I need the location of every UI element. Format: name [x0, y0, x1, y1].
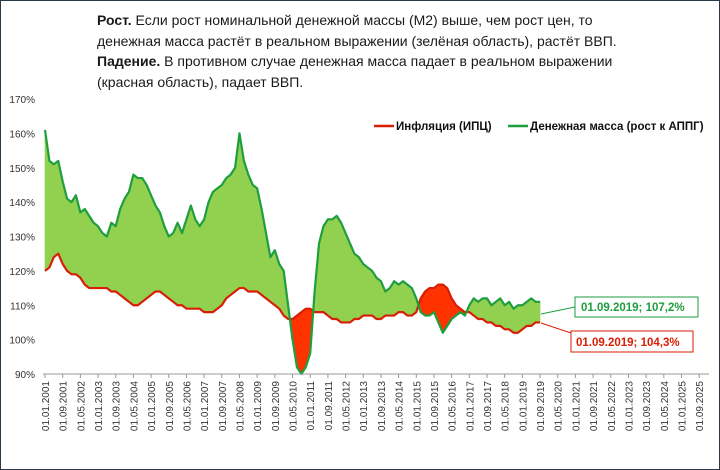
- x-tick-label: 01.01.2001: [41, 381, 52, 431]
- x-tick-label: 01.01.2025: [677, 381, 688, 431]
- x-tick-label: 01.09.2003: [112, 381, 123, 431]
- x-tick-label: 01.09.2019: [536, 381, 547, 431]
- plot-areas: [44, 129, 541, 376]
- x-tick-label: 01.05.2014: [395, 381, 406, 431]
- x-tick-label: 01.01.2021: [571, 381, 582, 431]
- x-tick-label: 01.05.2020: [554, 381, 565, 431]
- x-tick-label: 01.05.2010: [289, 381, 300, 431]
- plot-lines: [43, 129, 541, 376]
- x-tick-label: 01.01.2007: [200, 381, 211, 431]
- x-axis: 01.01.2001 01.09.2001 01.05.2002 01.01.2003…: [41, 373, 709, 431]
- growth-title: Рост.: [97, 12, 132, 28]
- inflation-line: [44, 252, 541, 334]
- x-tick-label: 01.05.2012: [342, 381, 353, 431]
- annotation-inflation-label: 01.09.2019; 104,3%: [576, 337, 680, 349]
- y-tick-label: 130%: [9, 233, 35, 244]
- x-tick-label: 01.01.2015: [412, 381, 423, 431]
- y-tick-label: 160%: [9, 129, 35, 140]
- y-tick-label: 100%: [9, 336, 35, 347]
- x-tick-label: 01.01.2005: [147, 381, 158, 431]
- x-tick-label: 01.05.2008: [235, 381, 246, 431]
- x-tick-label: 01.09.2025: [695, 381, 706, 431]
- x-tick-label: 01.01.2013: [359, 381, 370, 431]
- x-tick-label: 01.09.2015: [430, 381, 441, 431]
- chart-description: Рост. Если рост номинальной денежной мас…: [97, 10, 657, 92]
- x-tick-label: 01.01.2009: [253, 381, 264, 431]
- x-tick-label: 01.05.2002: [76, 381, 87, 431]
- legend-inflation-label: Инфляция (ИПЦ): [396, 121, 492, 133]
- money-supply-line: [43, 129, 541, 376]
- x-tick-label: 01.05.2016: [448, 381, 459, 431]
- y-tick-label: 120%: [9, 267, 35, 278]
- y-tick-label: 110%: [10, 301, 35, 312]
- annotation-money-label: 01.09.2019; 107,2%: [581, 302, 685, 314]
- x-tick-label: 01.09.2023: [642, 381, 653, 431]
- annotation-money: 01.09.2019; 107,2%: [540, 296, 699, 318]
- x-tick-label: 01.09.2007: [218, 381, 229, 431]
- y-tick-label: 90%: [15, 370, 35, 381]
- fall-text: В противном случае денежная масса падает…: [97, 53, 613, 90]
- x-tick-label: 01.01.2019: [518, 381, 529, 431]
- x-tick-label: 01.01.2011: [306, 381, 317, 431]
- x-tick-label: 01.09.2013: [377, 381, 388, 431]
- x-tick-label: 01.01.2003: [94, 381, 105, 431]
- x-tick-label: 01.09.2017: [483, 381, 494, 431]
- growth-text: Если рост номинальной денежной массы (М2…: [97, 12, 617, 49]
- x-tick-label: 01.09.2005: [165, 381, 176, 431]
- x-tick-label: 01.09.2011: [324, 381, 335, 431]
- y-tick-label: 170%: [9, 95, 35, 106]
- y-tick-label: 140%: [9, 198, 35, 209]
- x-tick-label: 01.01.2017: [465, 381, 476, 431]
- x-tick-label: 01.09.2001: [59, 381, 70, 431]
- y-tick-label: 150%: [9, 164, 35, 175]
- annotation-inflation: 01.09.2019; 104,3%: [540, 322, 694, 353]
- fall-title: Падение.: [97, 53, 161, 69]
- x-tick-label: 01.09.2021: [589, 381, 600, 431]
- x-tick-label: 01.05.2006: [182, 381, 193, 431]
- x-tick-label: 01.05.2018: [501, 381, 512, 431]
- x-tick-label: 01.05.2024: [660, 381, 671, 431]
- x-tick-label: 01.05.2004: [129, 381, 140, 431]
- legend-money-label: Денежная масса (рост к АППГ): [530, 121, 704, 133]
- x-tick-label: 01.05.2022: [607, 381, 618, 431]
- y-axis: 90% 100% 110% 120% 130% 140% 150% 160% 170%: [9, 95, 35, 381]
- x-tick-label: 01.01.2023: [624, 381, 635, 431]
- x-tick-label: 01.09.2009: [271, 381, 282, 431]
- legend: Инфляция (ИПЦ) Денежная масса (рост к АП…: [374, 121, 704, 133]
